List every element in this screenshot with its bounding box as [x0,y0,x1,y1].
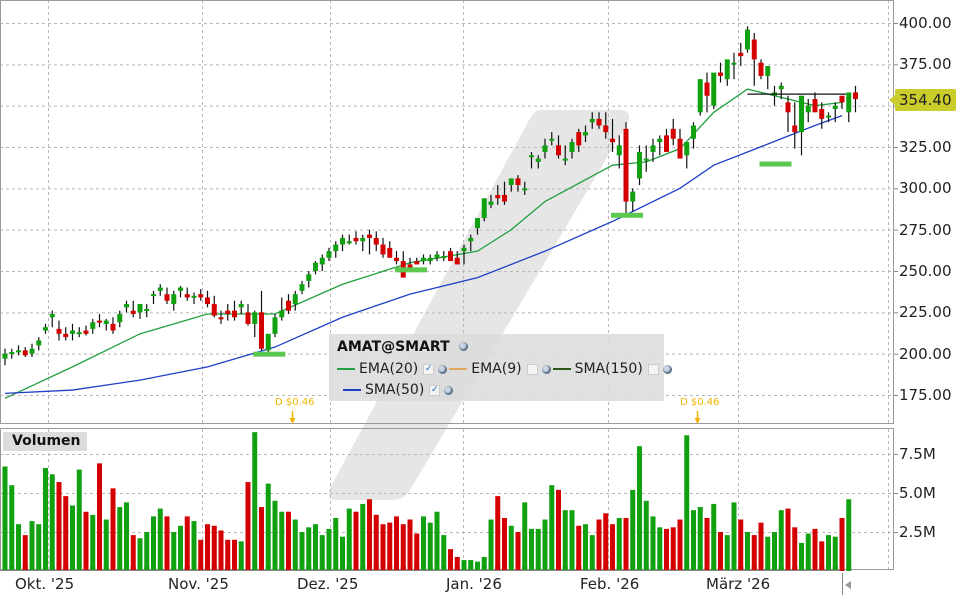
legend-row-1: EMA(20) ✓ EMA(9) SMA(150) [337,361,674,377]
sma150-checkbox[interactable] [647,363,659,375]
x-label-maerz-26: März '26 [706,575,771,593]
x-label-dez-25: Dez. '25 [297,575,359,593]
x-label-okt-25: Okt. '25 [15,575,75,593]
legend-item-ema20: EMA(20) ✓ [337,361,449,377]
volume-panel-label: Volumen [3,432,87,451]
x-label-feb-26: Feb. '26 [580,575,640,593]
dividend-label-2[interactable]: D $0.46 [680,397,720,408]
legend-panel: AMAT@SMART EMA(20) ✓ EMA(9) SMA(150) SMA… [329,334,672,401]
sma50-label: SMA(50) [365,382,425,398]
volume-tick-2-5m: 2.5M [899,523,936,541]
sma50-checkbox[interactable]: ✓ [429,384,441,396]
last-price-tag: 354.40 [889,89,956,111]
sma50-swatch [343,389,361,391]
x-label-nov-25: Nov. '25 [168,575,229,593]
legend-row-2: SMA(50) ✓ [343,382,455,398]
volume-tick-5-0m: 5.0M [899,484,936,502]
price-tick-300: 300.00 [899,179,952,197]
price-tick-400: 400.00 [899,14,952,32]
candlesticks [2,26,858,366]
ema20-label: EMA(20) [359,361,419,377]
moving-average-lines [4,88,843,399]
sma150-swatch [552,368,571,370]
x-label-jan-26: Jan. '26 [446,575,502,593]
legend-item-sma50: SMA(50) ✓ [343,382,455,398]
ema20-swatch [337,368,355,370]
volume-bars [2,432,852,571]
legend-title: AMAT@SMART [337,339,470,355]
volume-panel-frame [0,428,894,570]
price-tick-200: 200.00 [899,345,952,363]
ema20-settings-icon[interactable] [438,364,448,374]
ema9-checkbox[interactable] [526,363,538,375]
annotation-markers [253,93,846,424]
legend-item-sma150: SMA(150) [552,361,674,377]
sma150-label: SMA(150) [574,361,643,377]
dividend-label-1[interactable]: D $0.46 [275,397,315,408]
ema20-checkbox[interactable]: ✓ [423,363,435,375]
legend-item-ema9: EMA(9) [449,361,552,377]
ema9-swatch [449,368,468,370]
price-tick-375: 375.00 [899,55,952,73]
volume-tick-7-5m: 7.5M [899,445,936,463]
price-tick-325: 325.00 [899,138,952,156]
sma150-settings-icon[interactable] [662,364,672,374]
price-tick-250: 250.00 [899,262,952,280]
ema9-label: EMA(9) [471,361,522,377]
price-panel-frame [0,0,894,424]
settings-icon[interactable] [458,342,468,351]
watermark-logo [328,110,629,500]
price-tick-275: 275.00 [899,221,952,239]
sma50-settings-icon[interactable] [444,385,454,395]
scroll-left-icon[interactable] [845,581,851,589]
price-tick-225: 225.00 [899,303,952,321]
price-tick-175: 175.00 [899,386,952,404]
symbol-label: AMAT@SMART [337,339,450,355]
ema9-settings-icon[interactable] [541,364,551,374]
